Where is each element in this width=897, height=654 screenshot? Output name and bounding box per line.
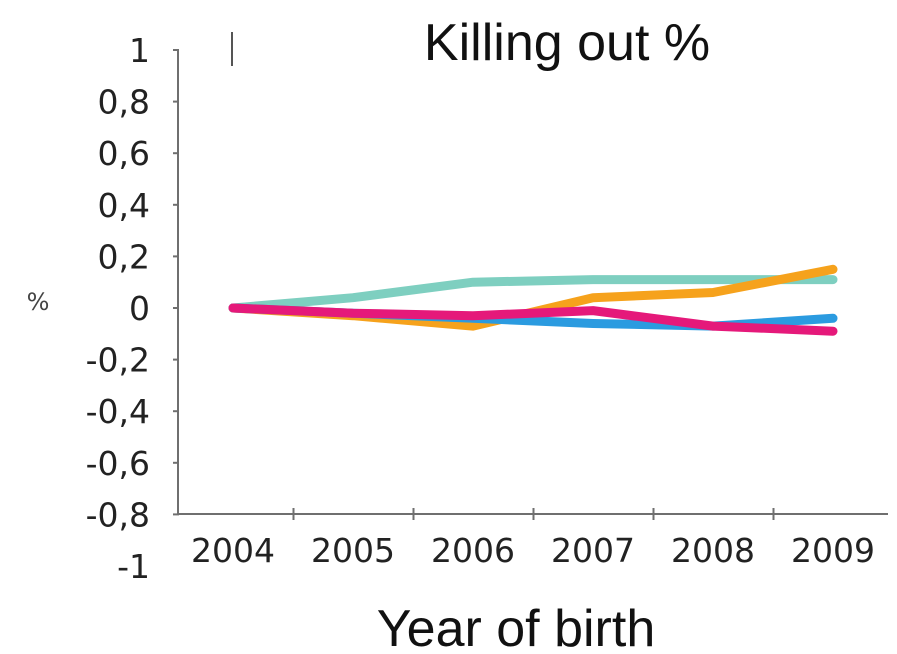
y-tick-label: -0,8 — [86, 495, 150, 534]
y-tick-label: 0,6 — [98, 134, 150, 173]
series-line-4 — [228, 303, 838, 336]
y-tick-label: 0,4 — [98, 186, 150, 225]
x-axis-label: Year of birth — [377, 600, 655, 654]
y-tick-label: -0,2 — [86, 341, 150, 380]
chart-title: Killing out % — [424, 14, 710, 72]
y-axis-label: % — [27, 288, 50, 316]
x-tick-label: 2004 — [191, 531, 275, 570]
y-tick-label: 0 — [129, 289, 150, 328]
series-layer — [228, 264, 838, 336]
series-line-1 — [228, 275, 838, 313]
y-tick-label: -1 — [117, 547, 150, 586]
x-tick-label: 2009 — [791, 531, 875, 570]
y-tick-label: 0,8 — [98, 83, 150, 122]
x-tick-label: 2005 — [311, 531, 395, 570]
y-tick-label: 0,2 — [98, 237, 150, 276]
axes: 1 0,8 0,6 0,4 0,2 0 -0,2 -0,4 -0,6 -0,8 -1 2004 2005… — [86, 31, 888, 586]
y-tick-label: -0,6 — [86, 444, 150, 483]
x-tick-label: 2008 — [671, 531, 755, 570]
y-tick-label: -0,4 — [86, 392, 150, 431]
y-tick-label: 1 — [129, 31, 150, 70]
x-tick-label: 2007 — [551, 531, 635, 570]
x-tick-label: 2006 — [431, 531, 515, 570]
